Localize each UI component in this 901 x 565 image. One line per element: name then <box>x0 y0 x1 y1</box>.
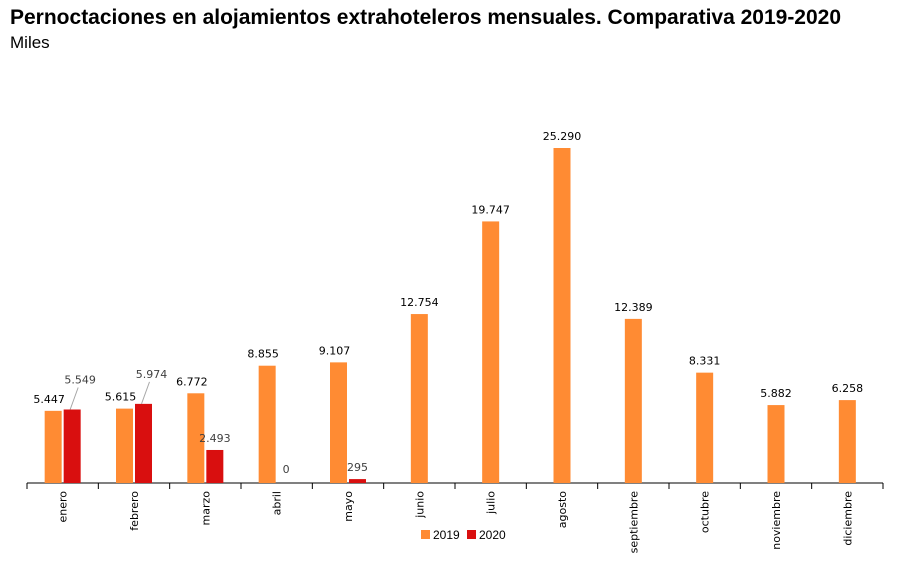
legend-swatch-2020 <box>467 530 476 539</box>
data-label-2020-marzo: 2.493 <box>199 432 231 445</box>
chart-title: Pernoctaciones en alojamientos extrahote… <box>10 6 842 29</box>
data-label-2019-septiembre: 12.389 <box>614 301 653 314</box>
data-label-2019-junio: 12.754 <box>400 296 439 309</box>
data-label-2019-enero: 5.447 <box>33 393 65 406</box>
x-tick-label-agosto: agosto <box>556 491 569 528</box>
bar-2019-marzo <box>187 393 205 483</box>
bar-2019-mayo <box>330 362 347 483</box>
x-tick-label-noviembre: noviembre <box>770 491 783 550</box>
x-tick-label-enero: enero <box>57 491 70 523</box>
legend-label-2020: 2020 <box>479 528 506 542</box>
x-tick-label-febrero: febrero <box>128 491 141 531</box>
data-label-2019-noviembre: 5.882 <box>760 387 792 400</box>
bar-2020-marzo <box>206 449 224 483</box>
x-tick-label-octubre: octubre <box>699 491 712 533</box>
x-tick-label-septiembre: septiembre <box>627 491 640 554</box>
x-tick-label-junio: junio <box>413 491 426 519</box>
bar-2019-agosto <box>553 148 571 483</box>
data-label-2019-mayo: 9.107 <box>319 344 351 357</box>
x-tick-label-mayo: mayo <box>342 491 355 522</box>
bar-2019-febrero <box>116 408 133 483</box>
bar-2020-mayo <box>349 479 366 483</box>
bar-2019-enero <box>44 410 62 483</box>
bar-2019-julio <box>482 221 500 483</box>
data-label-2019-diciembre: 6.258 <box>832 382 864 395</box>
data-label-2020-mayo: 295 <box>347 461 368 474</box>
x-tick-label-marzo: marzo <box>199 491 212 526</box>
data-label-2020-febrero: 5.974 <box>136 368 168 381</box>
bar-2019-septiembre <box>624 318 642 483</box>
x-tick-label-julio: julio <box>485 491 498 515</box>
bar-2019-noviembre <box>767 405 785 483</box>
data-label-2019-febrero: 5.615 <box>105 391 137 404</box>
leader-line-2020-febrero <box>141 381 150 405</box>
data-label-2019-julio: 19.747 <box>471 203 510 216</box>
data-label-2020-enero: 5.549 <box>64 373 96 386</box>
data-label-2019-abril: 8.855 <box>247 348 279 361</box>
x-tick-label-abril: abril <box>271 491 284 515</box>
data-label-2019-marzo: 6.772 <box>176 375 208 388</box>
x-tick-label-diciembre: diciembre <box>841 491 854 546</box>
bar-2020-febrero <box>135 403 152 483</box>
data-label-2019-agosto: 25.290 <box>543 130 582 143</box>
data-label-2020-abril: 0 <box>283 463 290 476</box>
bar-2019-abril <box>258 365 276 483</box>
legend-label-2019: 2019 <box>433 528 460 542</box>
bar-2019-diciembre <box>838 400 856 483</box>
bar-2019-octubre <box>696 372 714 483</box>
bar-2019-junio <box>410 314 428 483</box>
data-label-2019-octubre: 8.331 <box>689 355 721 368</box>
bar-2020-enero <box>63 409 81 483</box>
chart-subtitle: Miles <box>10 33 50 52</box>
leader-line-2020-enero <box>69 387 79 410</box>
legend-swatch-2019 <box>421 530 430 539</box>
